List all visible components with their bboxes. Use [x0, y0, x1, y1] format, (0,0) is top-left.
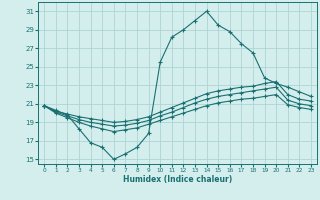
X-axis label: Humidex (Indice chaleur): Humidex (Indice chaleur): [123, 175, 232, 184]
